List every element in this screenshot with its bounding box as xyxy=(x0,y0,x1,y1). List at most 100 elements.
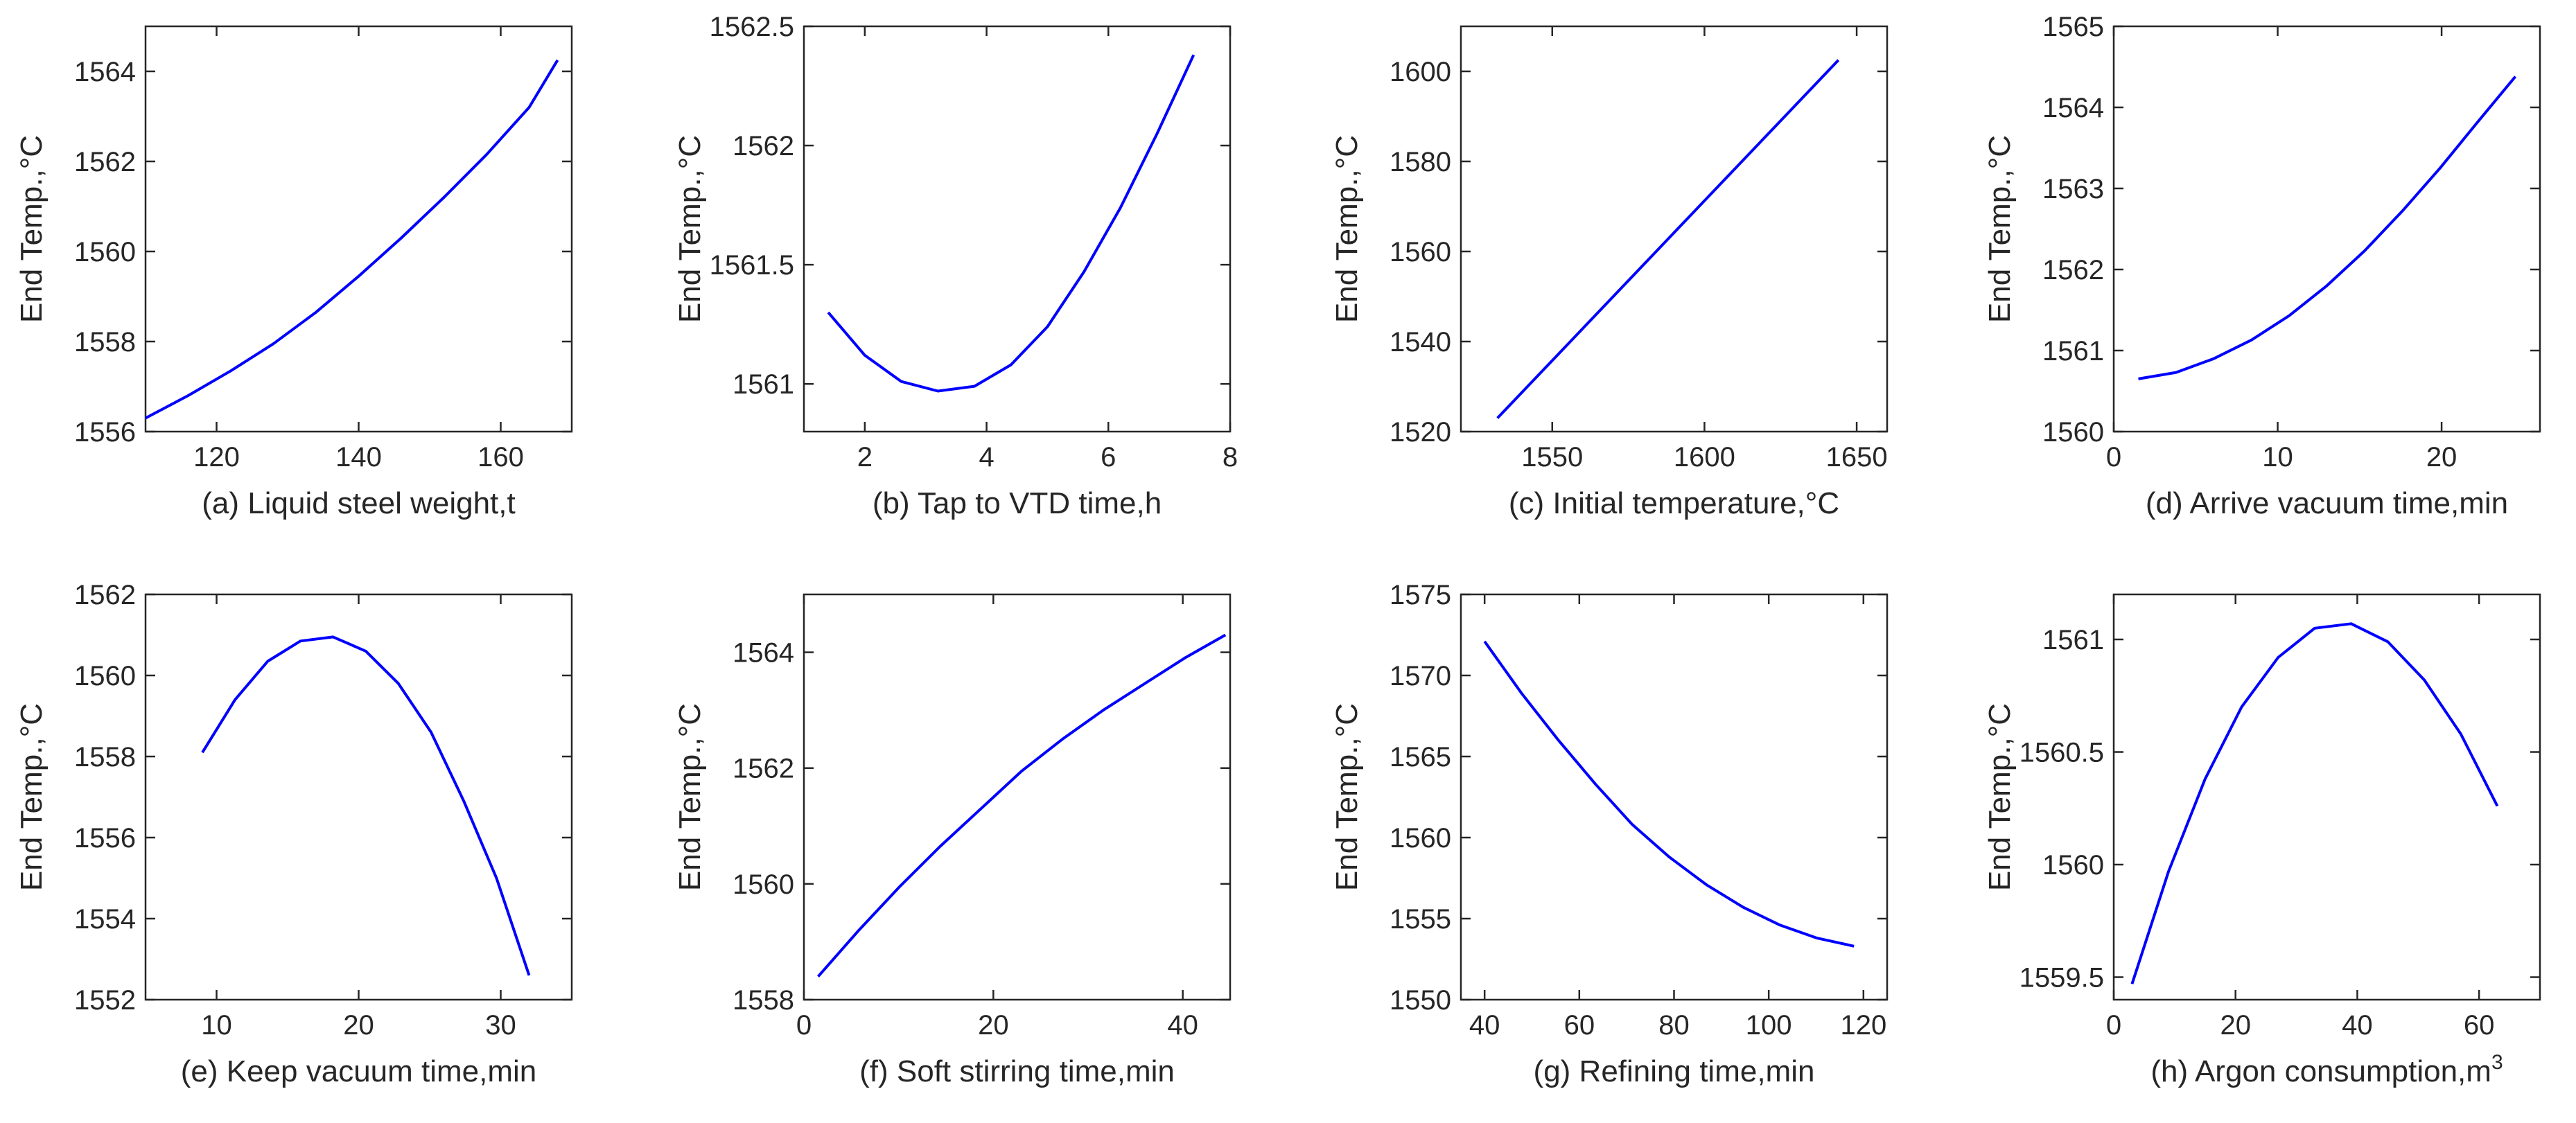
x-axis-label: (c) Initial temperature,°C xyxy=(1509,486,1839,520)
y-axis-label: End Temp.,°C xyxy=(1330,135,1364,323)
x-tick-label: 160 xyxy=(477,442,524,472)
y-axis-label: End Temp.,°C xyxy=(15,703,49,891)
x-tick-label: 40 xyxy=(1167,1010,1198,1041)
y-axis-label: End Temp.,°C xyxy=(1330,703,1364,891)
x-tick-label: 80 xyxy=(1658,1010,1690,1041)
y-tick-label: 1560 xyxy=(74,661,136,691)
y-tick-label: 1560.5 xyxy=(2019,738,2104,768)
y-tick-label: 1540 xyxy=(1390,327,1451,357)
x-tick-label: 0 xyxy=(796,1010,812,1041)
x-tick-label: 40 xyxy=(2342,1010,2373,1041)
chart-a: 120 140 160 1556 1558 1560 1562 1564 End Temp.,°… xyxy=(15,25,573,520)
y-tick-label: 1561 xyxy=(2042,336,2104,366)
x-tick-label: 60 xyxy=(2464,1010,2495,1041)
x-tick-label: 8 xyxy=(1223,442,1238,472)
series-line xyxy=(1483,640,1855,948)
y-tick-label: 1560 xyxy=(2042,850,2104,881)
chart-d: 0 10 20 1560 1561 1562 1563 1564 1565 End Temp.,°… xyxy=(1983,12,2541,520)
series-line xyxy=(2138,76,2517,380)
y-tick-label: 1558 xyxy=(733,985,794,1016)
y-tick-label: 1563 xyxy=(2042,174,2104,204)
plot-frame xyxy=(803,25,1232,433)
x-axis-label: (a) Liquid steel weight,t xyxy=(202,486,515,520)
y-tick-label: 1564 xyxy=(733,638,794,669)
x-tick-label: 120 xyxy=(1840,1010,1886,1041)
y-axis-label: End Temp.,°C xyxy=(673,703,707,891)
y-tick-label: 1564 xyxy=(74,57,136,87)
x-tick-label: 40 xyxy=(1469,1010,1500,1041)
x-tick-label: 0 xyxy=(2106,442,2121,472)
x-axis-label: (g) Refining time,min xyxy=(1534,1054,1815,1088)
y-tick-label: 1560 xyxy=(1390,823,1451,854)
x-axis-label: (e) Keep vacuum time,min xyxy=(181,1054,537,1088)
series-line xyxy=(145,59,559,420)
y-axis-label: End Temp.,°C xyxy=(673,135,707,323)
x-tick-label: 140 xyxy=(335,442,382,472)
y-tick-label: 1558 xyxy=(74,327,136,357)
y-tick-label: 1562.5 xyxy=(710,12,794,42)
chart-f: 0 20 40 1558 1560 1562 1564 End Temp.,°C (f) Sof… xyxy=(673,593,1232,1088)
y-tick-label: 1556 xyxy=(74,823,136,854)
y-tick-label: 1558 xyxy=(74,742,136,772)
y-axis-label: End Temp.,°C xyxy=(1983,703,2017,891)
y-axis-label: End Temp.,°C xyxy=(15,135,49,323)
series-line xyxy=(2130,622,2499,984)
x-tick-label: 1600 xyxy=(1674,442,1735,472)
chart-g: 40 60 80 100 120 1550 1555 1560 1565 1570 1575 End … xyxy=(1330,580,1889,1088)
y-tick-label: 1560 xyxy=(2042,417,2104,448)
y-tick-label: 1562 xyxy=(74,580,136,610)
plot-frame xyxy=(1460,593,1889,1001)
x-tick-label: 2 xyxy=(857,442,873,472)
x-axis-label: (h) Argon consumption,m3 xyxy=(2150,1051,2503,1088)
y-tick-label: 1561 xyxy=(2042,625,2104,655)
x-tick-label: 4 xyxy=(979,442,994,472)
x-tick-label: 60 xyxy=(1564,1010,1595,1041)
y-tick-label: 1561 xyxy=(733,369,794,400)
y-tick-label: 1550 xyxy=(1390,985,1451,1016)
y-tick-label: 1552 xyxy=(74,985,136,1016)
y-tick-label: 1559.5 xyxy=(2019,963,2104,993)
y-tick-label: 1554 xyxy=(74,904,136,935)
x-tick-label: 120 xyxy=(193,442,240,472)
x-tick-label: 20 xyxy=(2220,1010,2251,1041)
series-line xyxy=(1496,59,1840,419)
chart-c: 1550 1600 1650 1520 1540 1560 1580 1600 End Temp… xyxy=(1330,25,1889,520)
plot-frame xyxy=(803,593,1232,1001)
x-axis-label: (f) Soft stirring time,min xyxy=(859,1054,1175,1088)
chart-h: 0 20 40 60 1559.5 1560 1560.5 1561 End Temp.,°C (… xyxy=(1983,593,2541,1088)
y-tick-label: 1565 xyxy=(1390,742,1451,772)
x-axis-label-superscript: 3 xyxy=(2491,1051,2503,1074)
x-tick-label: 10 xyxy=(201,1010,232,1041)
plot-frame xyxy=(144,25,573,433)
y-tick-label: 1562 xyxy=(733,131,794,161)
plot-frame xyxy=(2112,25,2541,433)
y-tick-label: 1560 xyxy=(74,237,136,267)
plot-frame xyxy=(144,593,573,1001)
y-tick-label: 1561.5 xyxy=(710,250,794,281)
y-tick-label: 1570 xyxy=(1390,661,1451,691)
y-axis-label: End Temp.,°C xyxy=(1983,135,2017,323)
series-line xyxy=(816,633,1227,978)
x-tick-label: 30 xyxy=(485,1010,516,1041)
y-tick-label: 1556 xyxy=(74,417,136,448)
y-tick-label: 1562 xyxy=(733,754,794,784)
y-tick-label: 1600 xyxy=(1390,57,1451,87)
y-tick-label: 1555 xyxy=(1390,904,1451,935)
series-line xyxy=(827,54,1195,393)
y-tick-label: 1580 xyxy=(1390,147,1451,177)
y-tick-label: 1575 xyxy=(1390,580,1451,610)
y-tick-label: 1520 xyxy=(1390,417,1451,448)
y-tick-label: 1562 xyxy=(74,147,136,177)
x-tick-label: 10 xyxy=(2262,442,2293,472)
series-line xyxy=(201,635,531,976)
x-tick-label: 20 xyxy=(2426,442,2457,472)
x-axis-label-text: (h) Argon consumption,m xyxy=(2150,1054,2491,1088)
y-tick-label: 1560 xyxy=(733,869,794,900)
x-axis-label: (d) Arrive vacuum time,min xyxy=(2146,486,2508,520)
y-tick-label: 1564 xyxy=(2042,93,2104,123)
x-tick-label: 1550 xyxy=(1521,442,1583,472)
x-tick-label: 1650 xyxy=(1826,442,1888,472)
plot-frame xyxy=(2112,593,2541,1001)
chart-e: 10 20 30 1552 1554 1556 1558 1560 1562 End Temp.,… xyxy=(15,580,573,1088)
